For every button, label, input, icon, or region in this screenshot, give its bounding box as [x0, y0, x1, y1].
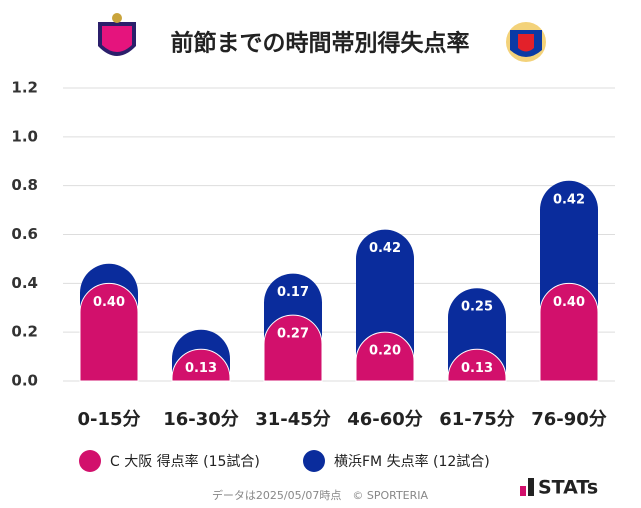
bar-segment — [355, 331, 415, 382]
legend-label: 横浜FM 失点率 (12試合) — [334, 453, 490, 470]
bar-segment — [79, 282, 139, 382]
y-tick-label: 0.6 — [11, 225, 38, 243]
footnote: データは2025/05/07時点 © SPORTERIA — [212, 488, 429, 502]
data-label: 0.42 — [369, 241, 401, 256]
bar-segment — [540, 180, 598, 313]
bar-segment — [447, 348, 507, 382]
y-tick-label: 1.2 — [11, 79, 38, 97]
data-label: 0.40 — [553, 295, 585, 310]
bar-segment — [263, 314, 323, 382]
legend-marker — [79, 450, 101, 472]
chart-title: 前節までの時間帯別得失点率 — [171, 30, 470, 57]
data-label: 0.17 — [277, 285, 309, 300]
brand: STATs — [538, 477, 598, 499]
y-tick-label: 0.4 — [11, 274, 38, 292]
x-tick-label: 31-45分 — [255, 409, 331, 430]
y-tick-label: 0.8 — [11, 176, 38, 194]
data-label: 0.13 — [185, 361, 217, 376]
x-tick-label: 16-30分 — [163, 409, 239, 430]
data-label: 0.27 — [277, 327, 309, 342]
bar-segment — [171, 348, 231, 382]
y-tick-label: 1.0 — [11, 127, 38, 145]
legend-marker — [303, 450, 325, 472]
legend-label: C 大阪 得点率 (15試合) — [110, 453, 260, 470]
data-label: 0.13 — [461, 361, 493, 376]
y-tick-label: 0.0 — [11, 372, 38, 390]
bar-segment — [539, 282, 599, 382]
x-tick-label: 61-75分 — [439, 409, 515, 430]
away-logo — [506, 22, 546, 62]
data-label: 0.20 — [369, 344, 401, 359]
bar-segment — [356, 229, 414, 362]
home-logo — [98, 13, 136, 56]
data-label: 0.25 — [461, 300, 493, 315]
x-tick-label: 46-60分 — [347, 409, 423, 430]
x-tick-label: 76-90分 — [531, 409, 607, 430]
x-tick-label: 0-15分 — [77, 409, 140, 430]
data-label: 0.40 — [93, 295, 125, 310]
brand-logo — [520, 478, 534, 496]
y-tick-label: 0.2 — [11, 323, 38, 341]
data-label: 0.42 — [553, 192, 585, 207]
